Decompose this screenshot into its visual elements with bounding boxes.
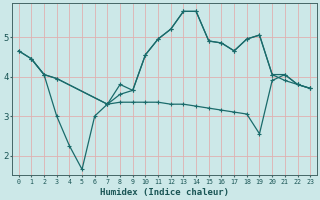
X-axis label: Humidex (Indice chaleur): Humidex (Indice chaleur) [100,188,229,197]
